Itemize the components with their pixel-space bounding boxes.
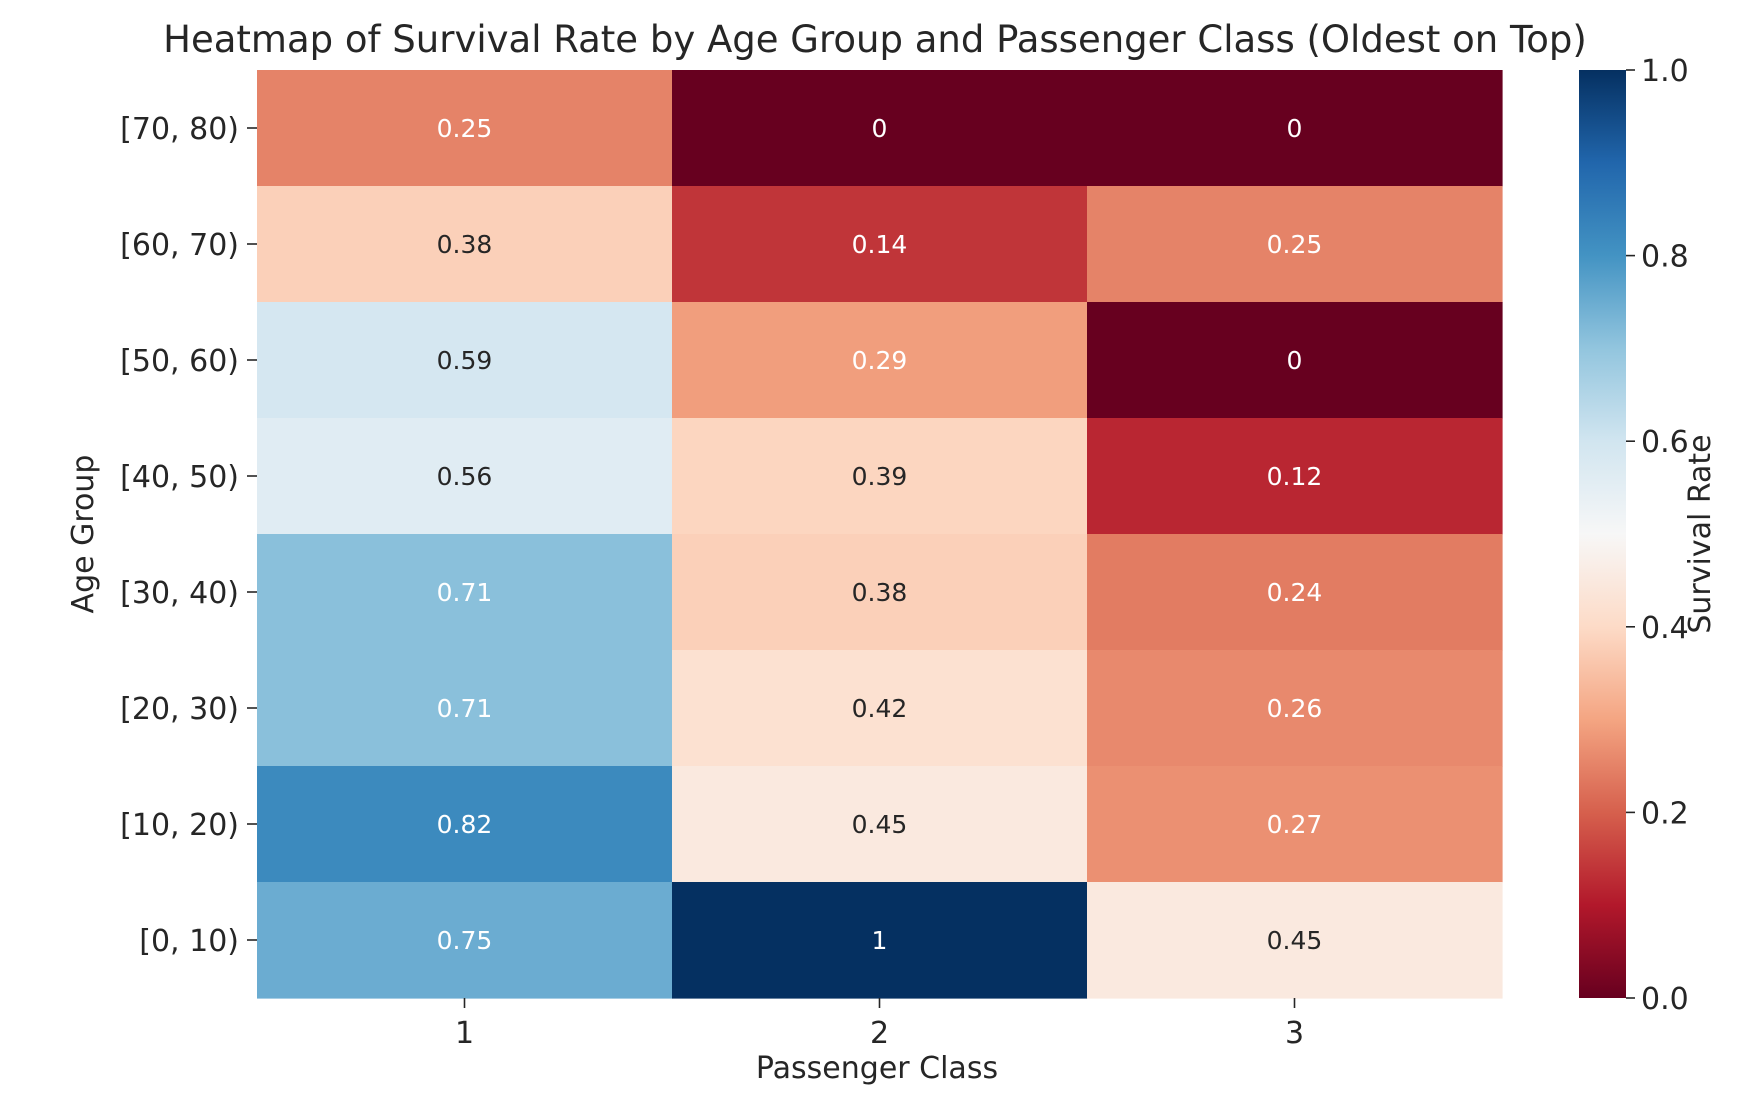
cell-value-label: 0.25 bbox=[437, 114, 493, 143]
x-tick-label: 3 bbox=[1285, 1016, 1304, 1051]
cell-value-label: 0.71 bbox=[437, 694, 493, 723]
y-tick-label: [0, 10) bbox=[139, 924, 239, 959]
heatmap-cell bbox=[672, 766, 1088, 883]
cell-value-label: 1 bbox=[872, 926, 888, 955]
colorbar-tick-label: 0.6 bbox=[1641, 425, 1689, 460]
cell-value-label: 0.27 bbox=[1267, 810, 1323, 839]
heatmap-cell bbox=[672, 534, 1088, 651]
cell-value-label: 0 bbox=[872, 114, 888, 143]
cell-value-label: 0.38 bbox=[437, 230, 493, 259]
heatmap-cell bbox=[257, 70, 673, 187]
cell-value-label: 0 bbox=[1287, 346, 1303, 375]
heatmap-cell bbox=[672, 650, 1088, 767]
colorbar-tick-label: 0.0 bbox=[1641, 982, 1689, 1017]
heatmap-cell-labels: 0.25 0 0 0.38 0.14 0.25 0.59 0.29 0 0.56 0.39 0.12 0… bbox=[437, 114, 1323, 955]
heatmap-cell bbox=[257, 534, 673, 651]
cell-value-label: 0.29 bbox=[852, 346, 908, 375]
heatmap-cell bbox=[672, 186, 1088, 303]
colorbar-tick-label: 0.2 bbox=[1641, 796, 1689, 831]
y-tick-label: [60, 70) bbox=[120, 228, 239, 263]
cell-value-label: 0.24 bbox=[1267, 578, 1323, 607]
heatmap-cell bbox=[1087, 186, 1503, 303]
y-tick-label: [30, 40) bbox=[120, 576, 239, 611]
heatmap-cell bbox=[257, 418, 673, 535]
cell-value-label: 0.56 bbox=[437, 462, 493, 491]
y-axis: [70, 80) [60, 70) [50, 60) [40, 50) [30, 40)… bbox=[120, 112, 257, 959]
heatmap-cell bbox=[672, 882, 1088, 999]
chart-title: Heatmap of Survival Rate by Age Group an… bbox=[163, 18, 1587, 61]
cell-value-label: 0.25 bbox=[1267, 230, 1323, 259]
colorbar-label: Survival Rate bbox=[1683, 434, 1718, 633]
cell-value-label: 0.45 bbox=[1267, 926, 1323, 955]
heatmap-cells bbox=[257, 70, 1503, 999]
heatmap-cell bbox=[257, 302, 673, 419]
cell-value-label: 0.82 bbox=[437, 810, 493, 839]
x-tick-label: 1 bbox=[455, 1016, 474, 1051]
cell-value-label: 0.14 bbox=[852, 230, 908, 259]
colorbar-gradient bbox=[1579, 70, 1626, 998]
heatmap-cell bbox=[257, 766, 673, 883]
heatmap-cell bbox=[257, 882, 673, 999]
colorbar-tick-label: 1.0 bbox=[1641, 54, 1689, 89]
heatmap-cell bbox=[1087, 70, 1503, 187]
cell-value-label: 0.75 bbox=[437, 926, 493, 955]
heatmap-cell bbox=[672, 70, 1088, 187]
heatmap-cell bbox=[1087, 418, 1503, 535]
heatmap-cell bbox=[1087, 882, 1503, 999]
x-axis-label: Passenger Class bbox=[756, 1051, 998, 1086]
colorbar-tick-label: 0.4 bbox=[1641, 611, 1689, 646]
y-tick-label: [50, 60) bbox=[120, 344, 239, 379]
cell-value-label: 0.42 bbox=[852, 694, 908, 723]
heatmap-cell bbox=[1087, 534, 1503, 651]
cell-value-label: 0.71 bbox=[437, 578, 493, 607]
cell-value-label: 0.12 bbox=[1267, 462, 1323, 491]
y-tick-label: [20, 30) bbox=[120, 692, 239, 727]
y-tick-label: [40, 50) bbox=[120, 460, 239, 495]
cell-value-label: 0 bbox=[1287, 114, 1303, 143]
cell-value-label: 0.26 bbox=[1267, 694, 1323, 723]
heatmap-cell bbox=[257, 650, 673, 767]
heatmap-cell bbox=[1087, 766, 1503, 883]
cell-value-label: 0.59 bbox=[437, 346, 493, 375]
x-tick-label: 2 bbox=[870, 1016, 889, 1051]
x-axis: 1 2 3 bbox=[455, 998, 1304, 1051]
cell-value-label: 0.39 bbox=[852, 462, 908, 491]
y-tick-label: [70, 80) bbox=[120, 112, 239, 147]
y-axis-label: Age Group bbox=[66, 455, 101, 614]
colorbar-tick-label: 0.8 bbox=[1641, 240, 1689, 275]
y-tick-label: [10, 20) bbox=[120, 808, 239, 843]
colorbar: 0.0 0.2 0.4 0.6 0.8 1.0 bbox=[1579, 54, 1689, 1017]
heatmap-cell bbox=[257, 186, 673, 303]
cell-value-label: 0.38 bbox=[852, 578, 908, 607]
heatmap-cell bbox=[1087, 302, 1503, 419]
heatmap-cell bbox=[1087, 650, 1503, 767]
heatmap-cell bbox=[672, 418, 1088, 535]
cell-value-label: 0.45 bbox=[852, 810, 908, 839]
heatmap-cell bbox=[672, 302, 1088, 419]
